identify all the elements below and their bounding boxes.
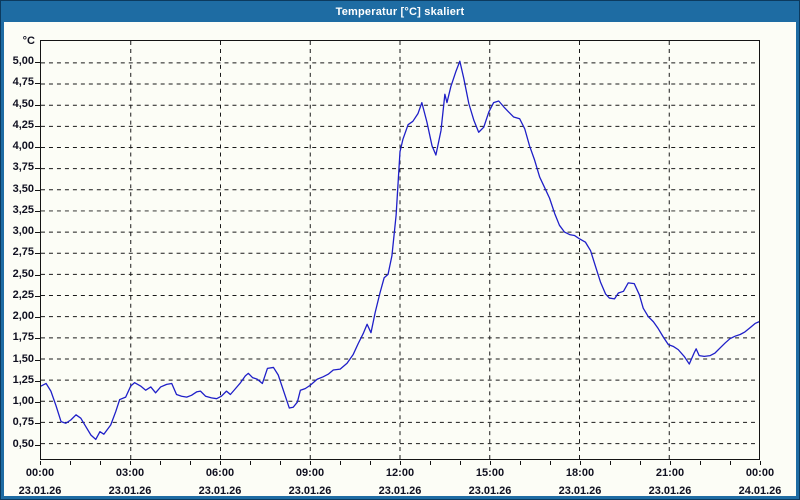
y-axis-tick-label: 3,75 [12, 161, 34, 174]
y-axis-tick-label: 2,25 [12, 288, 34, 301]
x-axis-tick-mark [250, 461, 251, 465]
chart-content: °C 5,00 4,75 4,50 4,25 4,00 3,75 3,50 3,25 3,00 2… [1, 22, 799, 499]
x-axis-tick-mark [580, 461, 581, 465]
y-axis-tick-mark [35, 83, 40, 85]
x-axis-time-label: 18:00 [565, 467, 595, 479]
y-axis-tick-label: 4,75 [12, 76, 34, 89]
x-axis-date-label: 23.01.26 [108, 485, 152, 497]
x-axis-tick-mark [760, 461, 761, 465]
y-axis-tick-label: 0,75 [12, 416, 34, 429]
x-axis-tick-mark [310, 461, 311, 465]
x-axis-tick-mark [220, 461, 221, 465]
y-axis-tick-mark [35, 104, 40, 106]
y-axis-tick-mark [35, 295, 40, 297]
x-axis-tick-mark [340, 461, 341, 465]
x-axis-tick-mark [430, 461, 431, 465]
x-axis-tick-mark [370, 461, 371, 465]
y-axis-tick-mark [35, 168, 40, 170]
x-axis-tick-mark [460, 461, 461, 465]
x-axis-tick-mark [520, 461, 521, 465]
x-axis-tick-mark [400, 461, 401, 465]
y-axis-tick-mark [35, 338, 40, 340]
x-axis-date-label: 23.01.26 [648, 485, 692, 497]
x-axis-time-label: 06:00 [205, 467, 235, 479]
x-axis-date-label: 23.01.26 [18, 485, 62, 497]
x-axis-time-label: 03:00 [115, 467, 145, 479]
x-axis-date-label: 23.01.26 [558, 485, 602, 497]
y-axis-unit-label: °C [22, 35, 35, 47]
y-axis-tick-label: 5,00 [12, 55, 34, 67]
x-axis-tick-mark [730, 461, 731, 465]
x-axis-date-label: 23.01.26 [468, 485, 512, 497]
x-axis-tick-mark [130, 461, 131, 465]
y-axis-tick-mark [35, 423, 40, 425]
y-axis-tick-mark [35, 125, 40, 127]
y-axis-tick-label: 3,50 [12, 182, 34, 195]
y-axis-tick-mark [35, 274, 40, 276]
y-axis-tick-mark [35, 232, 40, 233]
x-axis-time-label: 00:00 [25, 467, 55, 479]
x-axis-tick-mark [640, 461, 641, 465]
x-axis-tick-mark [40, 461, 41, 465]
y-axis-tick-label: 4,50 [12, 97, 34, 110]
y-axis-tick-mark [35, 189, 40, 191]
x-axis-date-label: 23.01.26 [378, 485, 422, 497]
y-axis-tick-mark [35, 317, 40, 318]
y-axis-tick-label: 4,25 [12, 118, 34, 131]
x-axis-tick-mark [160, 461, 161, 465]
y-axis-tick-label: 4,00 [12, 140, 34, 152]
x-axis-tick-mark [610, 461, 611, 465]
y-axis-tick-mark [35, 380, 40, 382]
y-axis-tick-label: 2,00 [12, 310, 34, 322]
temperature-line-chart [41, 41, 759, 459]
y-axis-tick-label: 1,50 [12, 352, 34, 365]
x-axis-tick-mark [490, 461, 491, 465]
plot-area [40, 40, 760, 460]
y-axis-tick-label: 3,25 [12, 203, 34, 216]
x-axis-tick-mark [670, 461, 671, 465]
x-axis-time-label: 15:00 [475, 467, 505, 479]
x-axis-time-label: 12:00 [385, 467, 415, 479]
y-axis-tick-mark [35, 210, 40, 212]
x-axis-date-label: 24.01.26 [738, 485, 782, 497]
x-axis-tick-mark [280, 461, 281, 465]
x-axis-tick-mark [70, 461, 71, 465]
x-axis-time-label: 09:00 [295, 467, 325, 479]
y-axis-tick-label: 2,50 [12, 267, 34, 280]
y-axis-tick-mark [35, 359, 40, 361]
y-axis-tick-label: 1,75 [12, 331, 34, 344]
y-axis-tick-mark [35, 147, 40, 148]
y-axis-tick-mark [35, 402, 40, 403]
x-axis-date-label: 23.01.26 [288, 485, 332, 497]
temperature-series-line [41, 60, 759, 441]
y-axis-tick-label: 1,25 [12, 373, 34, 386]
x-axis-tick-mark [700, 461, 701, 465]
window-titlebar[interactable]: Temperatur [°C] skaliert [1, 1, 799, 22]
y-axis-tick-label: 0,50 [12, 437, 34, 450]
y-axis-tick-mark [35, 444, 40, 446]
x-axis-time-label: 00:00 [745, 467, 775, 479]
y-axis-tick-mark [35, 253, 40, 255]
y-axis-tick-label: 1,00 [12, 395, 34, 407]
x-axis-tick-mark [100, 461, 101, 465]
x-axis-time-label: 21:00 [655, 467, 685, 479]
y-axis-tick-label: 3,00 [12, 225, 34, 237]
y-axis-tick-mark [35, 62, 40, 63]
window-title: Temperatur [°C] skaliert [335, 5, 465, 18]
x-axis-tick-mark [190, 461, 191, 465]
x-axis-date-label: 23.01.26 [198, 485, 242, 497]
x-axis-tick-mark [550, 461, 551, 465]
y-axis-tick-label: 2,75 [12, 246, 34, 259]
